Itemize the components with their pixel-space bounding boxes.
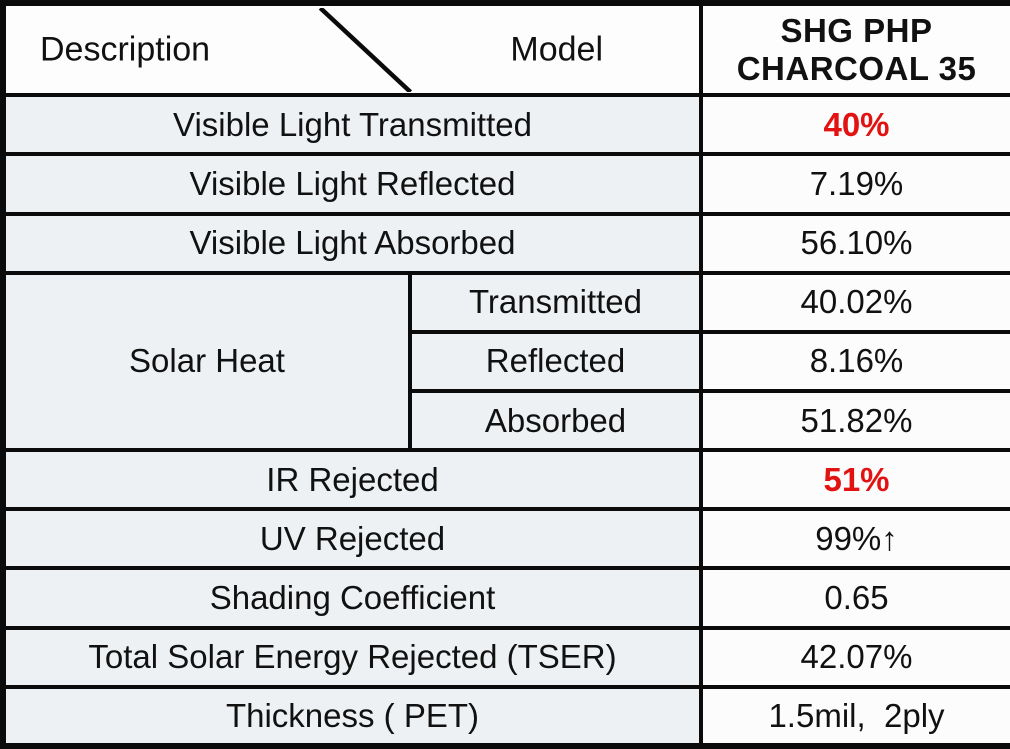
header-model-label: Model [510,30,603,69]
table-row: UV Rejected 99%↑ [1,507,1010,571]
subrow-label-reflected: Reflected [408,329,703,394]
row-value-ir-rejected: 51% [699,448,1010,512]
table-row: Total Solar Energy Rejected (TSER) 42.07… [1,625,1010,689]
row-value-shading-coefficient: 0.65 [699,566,1010,630]
table-row: Reflected 8.16% [3,329,1010,394]
row-label-visible-light-absorbed: Visible Light Absorbed [1,211,703,275]
row-value-thickness: 1.5mil, 2ply [699,684,1010,749]
header-model-name-cell: SHG PHP CHARCOAL 35 [699,0,1010,98]
table-row: Solar Heat Transmitted 40.02% [1,270,1010,453]
table-row: Visible Light Reflected 7.19% [1,152,1010,216]
model-name-line1: SHG PHP [780,11,933,49]
row-label-shading-coefficient: Shading Coefficient [1,566,703,630]
table-row: Shading Coefficient 0.65 [1,566,1010,630]
row-value-uv-rejected: 99%↑ [699,507,1010,571]
subrow-label-absorbed: Absorbed [408,389,703,453]
header-description-model-cell: Description Model [1,0,703,98]
group-label-solar-heat: Solar Heat [1,270,412,453]
header-diagonal-wrap: Description Model [12,7,693,92]
row-label-visible-light-reflected: Visible Light Reflected [1,152,703,216]
subrow-value-transmitted: 40.02% [699,270,1010,334]
header-description-label: Description [40,30,211,69]
row-label-tser: Total Solar Energy Rejected (TSER) [1,625,703,689]
subrow-value-absorbed: 51.82% [699,389,1010,453]
row-label-visible-light-transmitted: Visible Light Transmitted [1,93,703,157]
model-name-line2: CHARCOAL 35 [736,49,977,87]
row-value-visible-light-reflected: 7.19% [699,152,1010,216]
subrow-label-transmitted: Transmitted [408,270,703,334]
table-row: Visible Light Absorbed 56.10% [1,211,1010,275]
row-value-visible-light-absorbed: 56.10% [699,211,1010,275]
subrow-value-reflected: 8.16% [699,329,1010,394]
row-label-thickness: Thickness ( PET) [1,684,703,749]
table-row: Thickness ( PET) 1.5mil, 2ply [1,684,1010,749]
row-label-ir-rejected: IR Rejected [1,448,703,512]
row-value-visible-light-transmitted: 40% [699,93,1010,157]
table-row: IR Rejected 51% [1,448,1010,512]
row-value-tser: 42.07% [699,625,1010,689]
header-row: Description Model SHG PHP CHARCOAL 35 [1,0,1010,98]
table-row: Absorbed 51.82% [3,389,1010,453]
header-diagonal-line [318,7,413,92]
table-row: Visible Light Transmitted 40% [1,93,1010,157]
row-label-uv-rejected: UV Rejected [1,507,703,571]
